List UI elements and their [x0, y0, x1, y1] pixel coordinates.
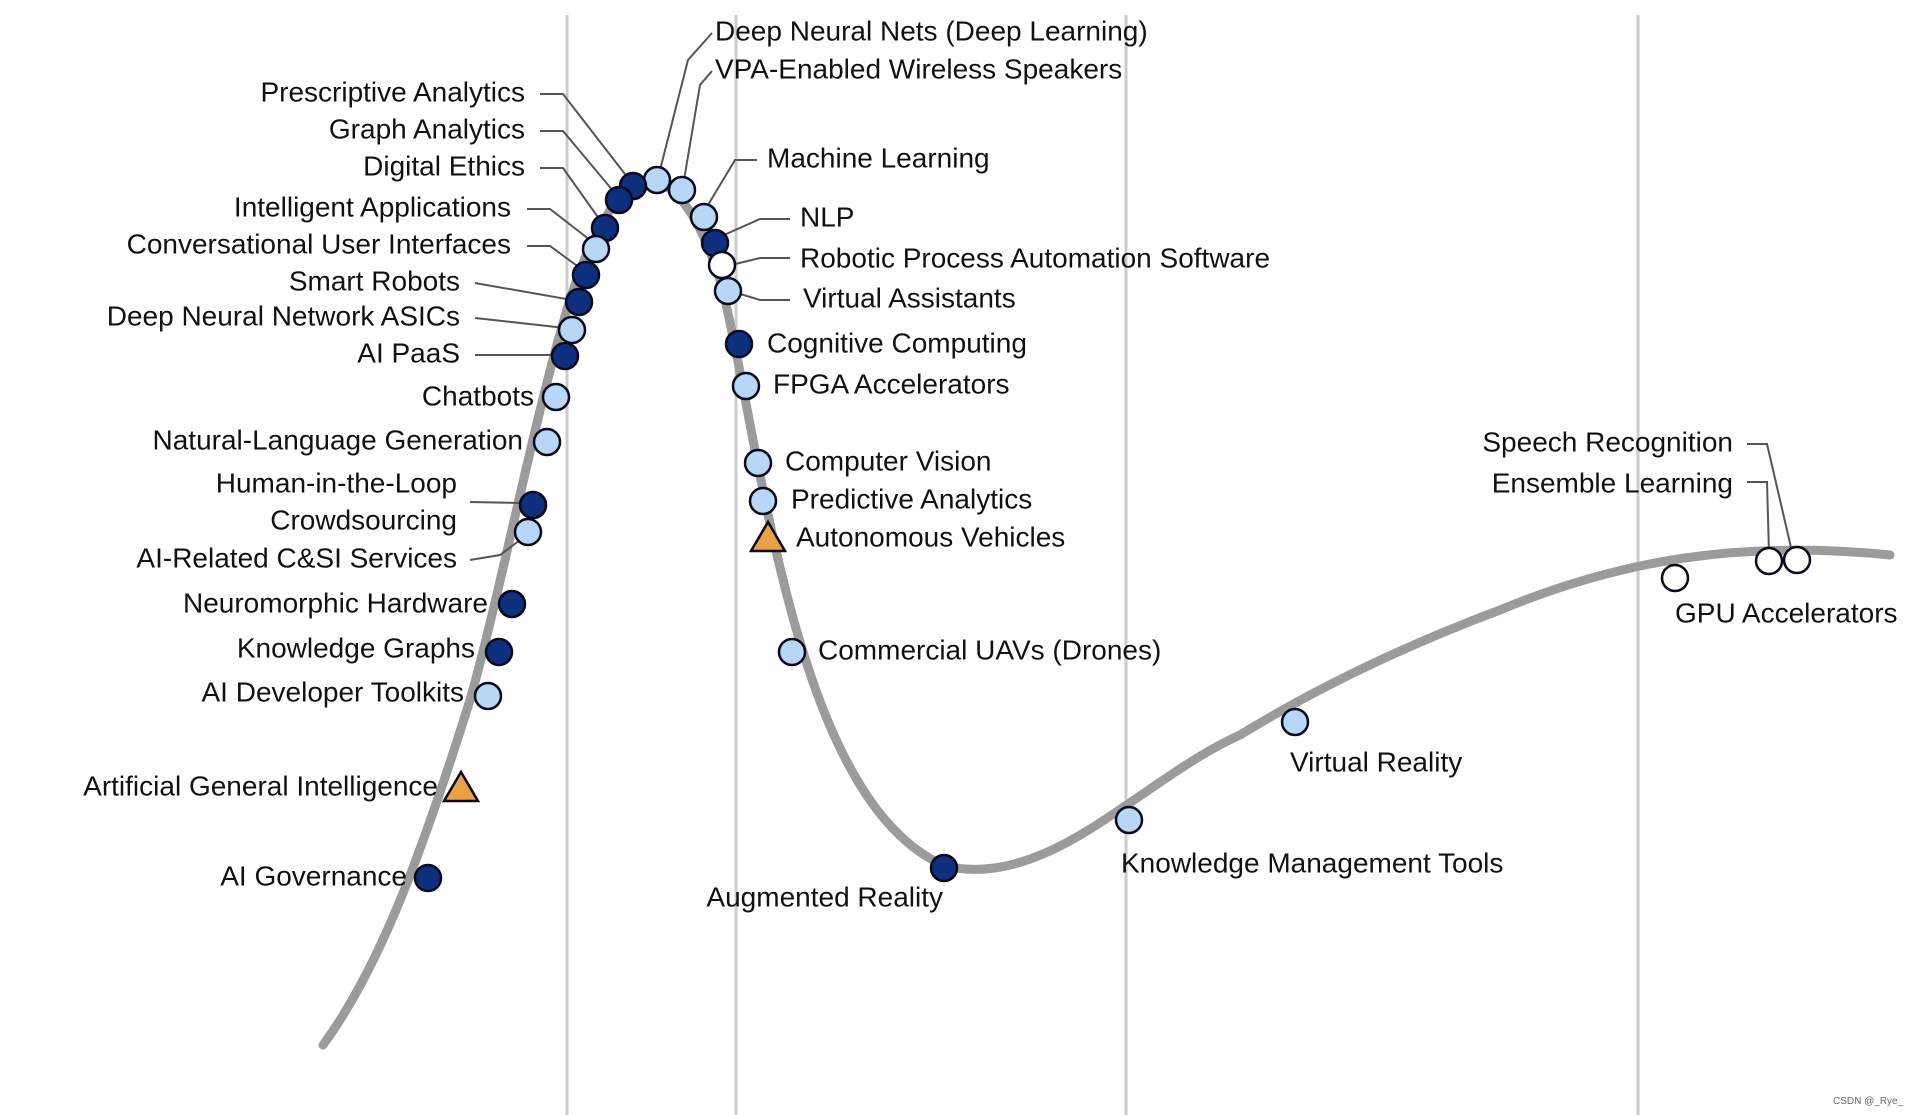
- label-predictive-analytics: Predictive Analytics: [791, 483, 1032, 514]
- leader-line-deep-neural-network-asics: [474, 317, 566, 329]
- marker-virtual-reality: [1280, 707, 1310, 737]
- marker-knowledge-management-tools: [1114, 805, 1144, 835]
- label-vpa-enabled-wireless-speakers: VPA-Enabled Wireless Speakers: [715, 53, 1122, 84]
- marker-commercial-uavs-drones: [777, 637, 807, 667]
- label-virtual-assistants: Virtual Assistants: [803, 282, 1016, 313]
- label-fpga-accelerators: FPGA Accelerators: [773, 368, 1010, 399]
- marker-augmented-reality: [929, 853, 959, 883]
- marker-chatbots: [541, 382, 571, 412]
- marker-deep-neural-network-asics: [557, 315, 587, 345]
- leader-line-graph-analytics: [540, 130, 615, 193]
- marker-crowdsourcing: [513, 517, 543, 547]
- label-cognitive-computing: Cognitive Computing: [767, 327, 1027, 358]
- label-commercial-uavs-drones: Commercial UAVs (Drones): [818, 634, 1161, 665]
- marker-deep-neural-nets-deep-learning: [642, 165, 672, 195]
- leader-line-robotic-process-automation-software: [730, 257, 790, 266]
- label-ensemble-learning: Ensemble Learning: [1492, 467, 1733, 498]
- marker-speech-recognition: [1754, 546, 1784, 576]
- marker-ai-paas: [550, 341, 580, 371]
- leader-line-nlp: [723, 218, 790, 236]
- leader-line-intelligent-applications: [527, 208, 591, 241]
- label-prescriptive-analytics: Prescriptive Analytics: [260, 76, 525, 107]
- leader-line-virtual-assistants: [736, 292, 790, 301]
- leader-line-vpa-enabled-wireless-speakers: [683, 70, 713, 181]
- marker-ensemble-learning: [1782, 545, 1812, 575]
- marker-autonomous-vehicles: [748, 519, 788, 553]
- label-deep-neural-nets-deep-learning: Deep Neural Nets (Deep Learning): [715, 15, 1148, 46]
- marker-machine-learning: [689, 202, 719, 232]
- markers: [413, 165, 1812, 893]
- marker-artificial-general-intelligence: [441, 769, 481, 803]
- marker-smart-robots: [564, 287, 594, 317]
- marker-natural-language-generation: [532, 427, 562, 457]
- leader-line-conversational-user-interfaces: [527, 245, 581, 269]
- leader-line-digital-ethics: [540, 167, 601, 221]
- label-nlp: NLP: [800, 201, 854, 232]
- marker-intelligent-applications: [581, 234, 611, 264]
- leader-line-speech-recognition: [1747, 443, 1794, 557]
- marker-computer-vision: [743, 448, 773, 478]
- label-ai-paas: AI PaaS: [357, 337, 460, 368]
- marker-virtual-assistants: [713, 276, 743, 306]
- hype-curve: [318, 176, 1895, 1050]
- label-smart-robots: Smart Robots: [289, 265, 460, 296]
- credit-text: CSDN @_Rye_: [1833, 1096, 1904, 1107]
- label-graph-analytics: Graph Analytics: [329, 113, 525, 144]
- marker-robotic-process-automation-software: [707, 250, 737, 280]
- label-deep-neural-network-asics: Deep Neural Network ASICs: [107, 300, 460, 331]
- marker-predictive-analytics: [748, 486, 778, 516]
- marker-graph-analytics: [604, 185, 634, 215]
- leader-line-ensemble-learning: [1747, 481, 1770, 554]
- marker-ai-developer-toolkits: [473, 681, 503, 711]
- label-ai-governance: AI Governance: [220, 860, 407, 891]
- label-human-in-the-loop: Human-in-the-Loop: [216, 467, 457, 498]
- labels: Deep Neural Nets (Deep Learning) VPA-Enab…: [83, 15, 1897, 912]
- label-natural-language-generation: Natural-Language Generation: [153, 424, 523, 455]
- label-machine-learning: Machine Learning: [767, 142, 990, 173]
- label-knowledge-graphs: Knowledge Graphs: [237, 632, 475, 663]
- marker-neuromorphic-hardware: [497, 589, 527, 619]
- label-chatbots: Chatbots: [422, 380, 534, 411]
- leader-line-machine-learning: [707, 159, 757, 206]
- label-gpu-accelerators: GPU Accelerators: [1675, 597, 1898, 628]
- leader-line-human-in-the-loop: [469, 501, 525, 504]
- marker-vpa-enabled-wireless-speakers: [667, 175, 697, 205]
- label-intelligent-applications: Intelligent Applications: [234, 191, 511, 222]
- leader-line-crowdsourcing: [469, 539, 521, 561]
- label-speech-recognition: Speech Recognition: [1482, 426, 1733, 457]
- leader-lines: [469, 32, 1794, 561]
- label-ai-developer-toolkits: AI Developer Toolkits: [202, 676, 465, 707]
- label-conversational-user-interfaces: Conversational User Interfaces: [127, 228, 511, 259]
- label-digital-ethics: Digital Ethics: [363, 150, 525, 181]
- marker-gpu-accelerators: [1660, 563, 1690, 593]
- label-knowledge-management-tools: Knowledge Management Tools: [1121, 847, 1503, 878]
- leader-line-smart-robots: [474, 282, 573, 301]
- marker-knowledge-graphs: [484, 637, 514, 667]
- label-robotic-process-automation-software: Robotic Process Automation Software: [800, 242, 1270, 273]
- leader-line-deep-neural-nets-deep-learning: [659, 32, 713, 171]
- label-artificial-general-intelligence: Artificial General Intelligence: [83, 770, 438, 801]
- label-computer-vision: Computer Vision: [785, 445, 991, 476]
- marker-ai-governance: [413, 863, 443, 893]
- marker-conversational-user-interfaces: [571, 260, 601, 290]
- label-virtual-reality: Virtual Reality: [1290, 746, 1462, 777]
- marker-fpga-accelerators: [731, 371, 761, 401]
- phase-dividers: [565, 15, 1640, 1115]
- label-neuromorphic-hardware: Neuromorphic Hardware: [183, 587, 488, 618]
- label-autonomous-vehicles: Autonomous Vehicles: [796, 521, 1065, 552]
- label-crowdsourcing: Crowdsourcing: [270, 504, 457, 535]
- leader-line-prescriptive-analytics: [540, 93, 629, 179]
- marker-human-in-the-loop: [518, 490, 548, 520]
- label-ai-related-c-si-services: AI-Related C&SI Services: [136, 542, 457, 573]
- label-augmented-reality: Augmented Reality: [706, 881, 943, 912]
- marker-cognitive-computing: [724, 329, 754, 359]
